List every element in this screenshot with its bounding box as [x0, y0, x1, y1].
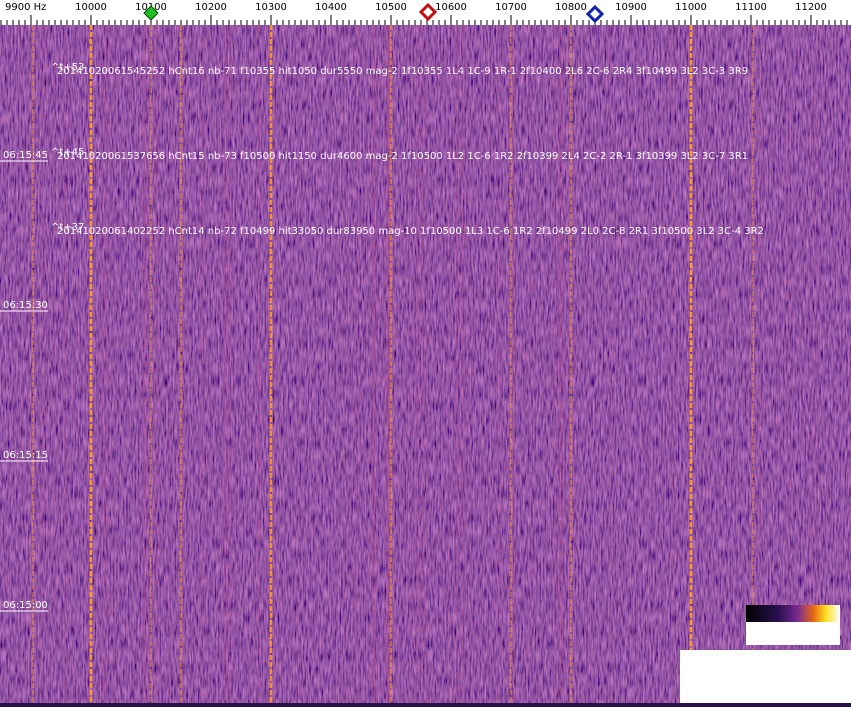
- marker-green[interactable]: [143, 5, 159, 21]
- detection-text: 20141020061402252 hCnt14 nb-72 f10499 hi…: [57, 226, 764, 237]
- time-label: 06:15:00: [3, 600, 48, 611]
- frequency-label: 10900: [615, 2, 647, 13]
- frequency-label: 10300: [255, 2, 287, 13]
- frequency-label: 11200: [795, 2, 827, 13]
- info-box: [680, 650, 851, 703]
- frequency-label: 10000: [75, 2, 107, 13]
- colorbar: [746, 605, 840, 622]
- detection-text: 20141020061545252 hCnt16 nb-71 f10355 hi…: [57, 66, 748, 77]
- frequency-label: 11000: [675, 2, 707, 13]
- noise: [0, 25, 851, 703]
- frequency-label: 10700: [495, 2, 527, 13]
- streaks: [19, 25, 817, 703]
- colorbar-scale: [746, 622, 840, 645]
- detection-tag: ^t+45: [51, 147, 84, 158]
- detection-tag: ^t+53: [51, 62, 84, 73]
- frequency-label: 10800: [555, 2, 587, 13]
- time-label: 06:15:30: [3, 300, 48, 311]
- detection-tag: ^t+37: [51, 222, 84, 233]
- frequency-label: 9900 Hz: [5, 2, 46, 13]
- marker-red[interactable]: [418, 2, 438, 22]
- frequency-label: 10500: [375, 2, 407, 13]
- marker-blue[interactable]: [585, 4, 605, 24]
- frequency-label: 10200: [195, 2, 227, 13]
- frequency-label: 11100: [735, 2, 767, 13]
- detection-text: 20141020061537656 hCnt15 nb-73 f10500 hi…: [57, 151, 748, 162]
- frequency-label: 10400: [315, 2, 347, 13]
- frequency-label: 10600: [435, 2, 467, 13]
- time-label: 06:15:15: [3, 450, 48, 461]
- time-label: 06:15:45: [3, 150, 48, 161]
